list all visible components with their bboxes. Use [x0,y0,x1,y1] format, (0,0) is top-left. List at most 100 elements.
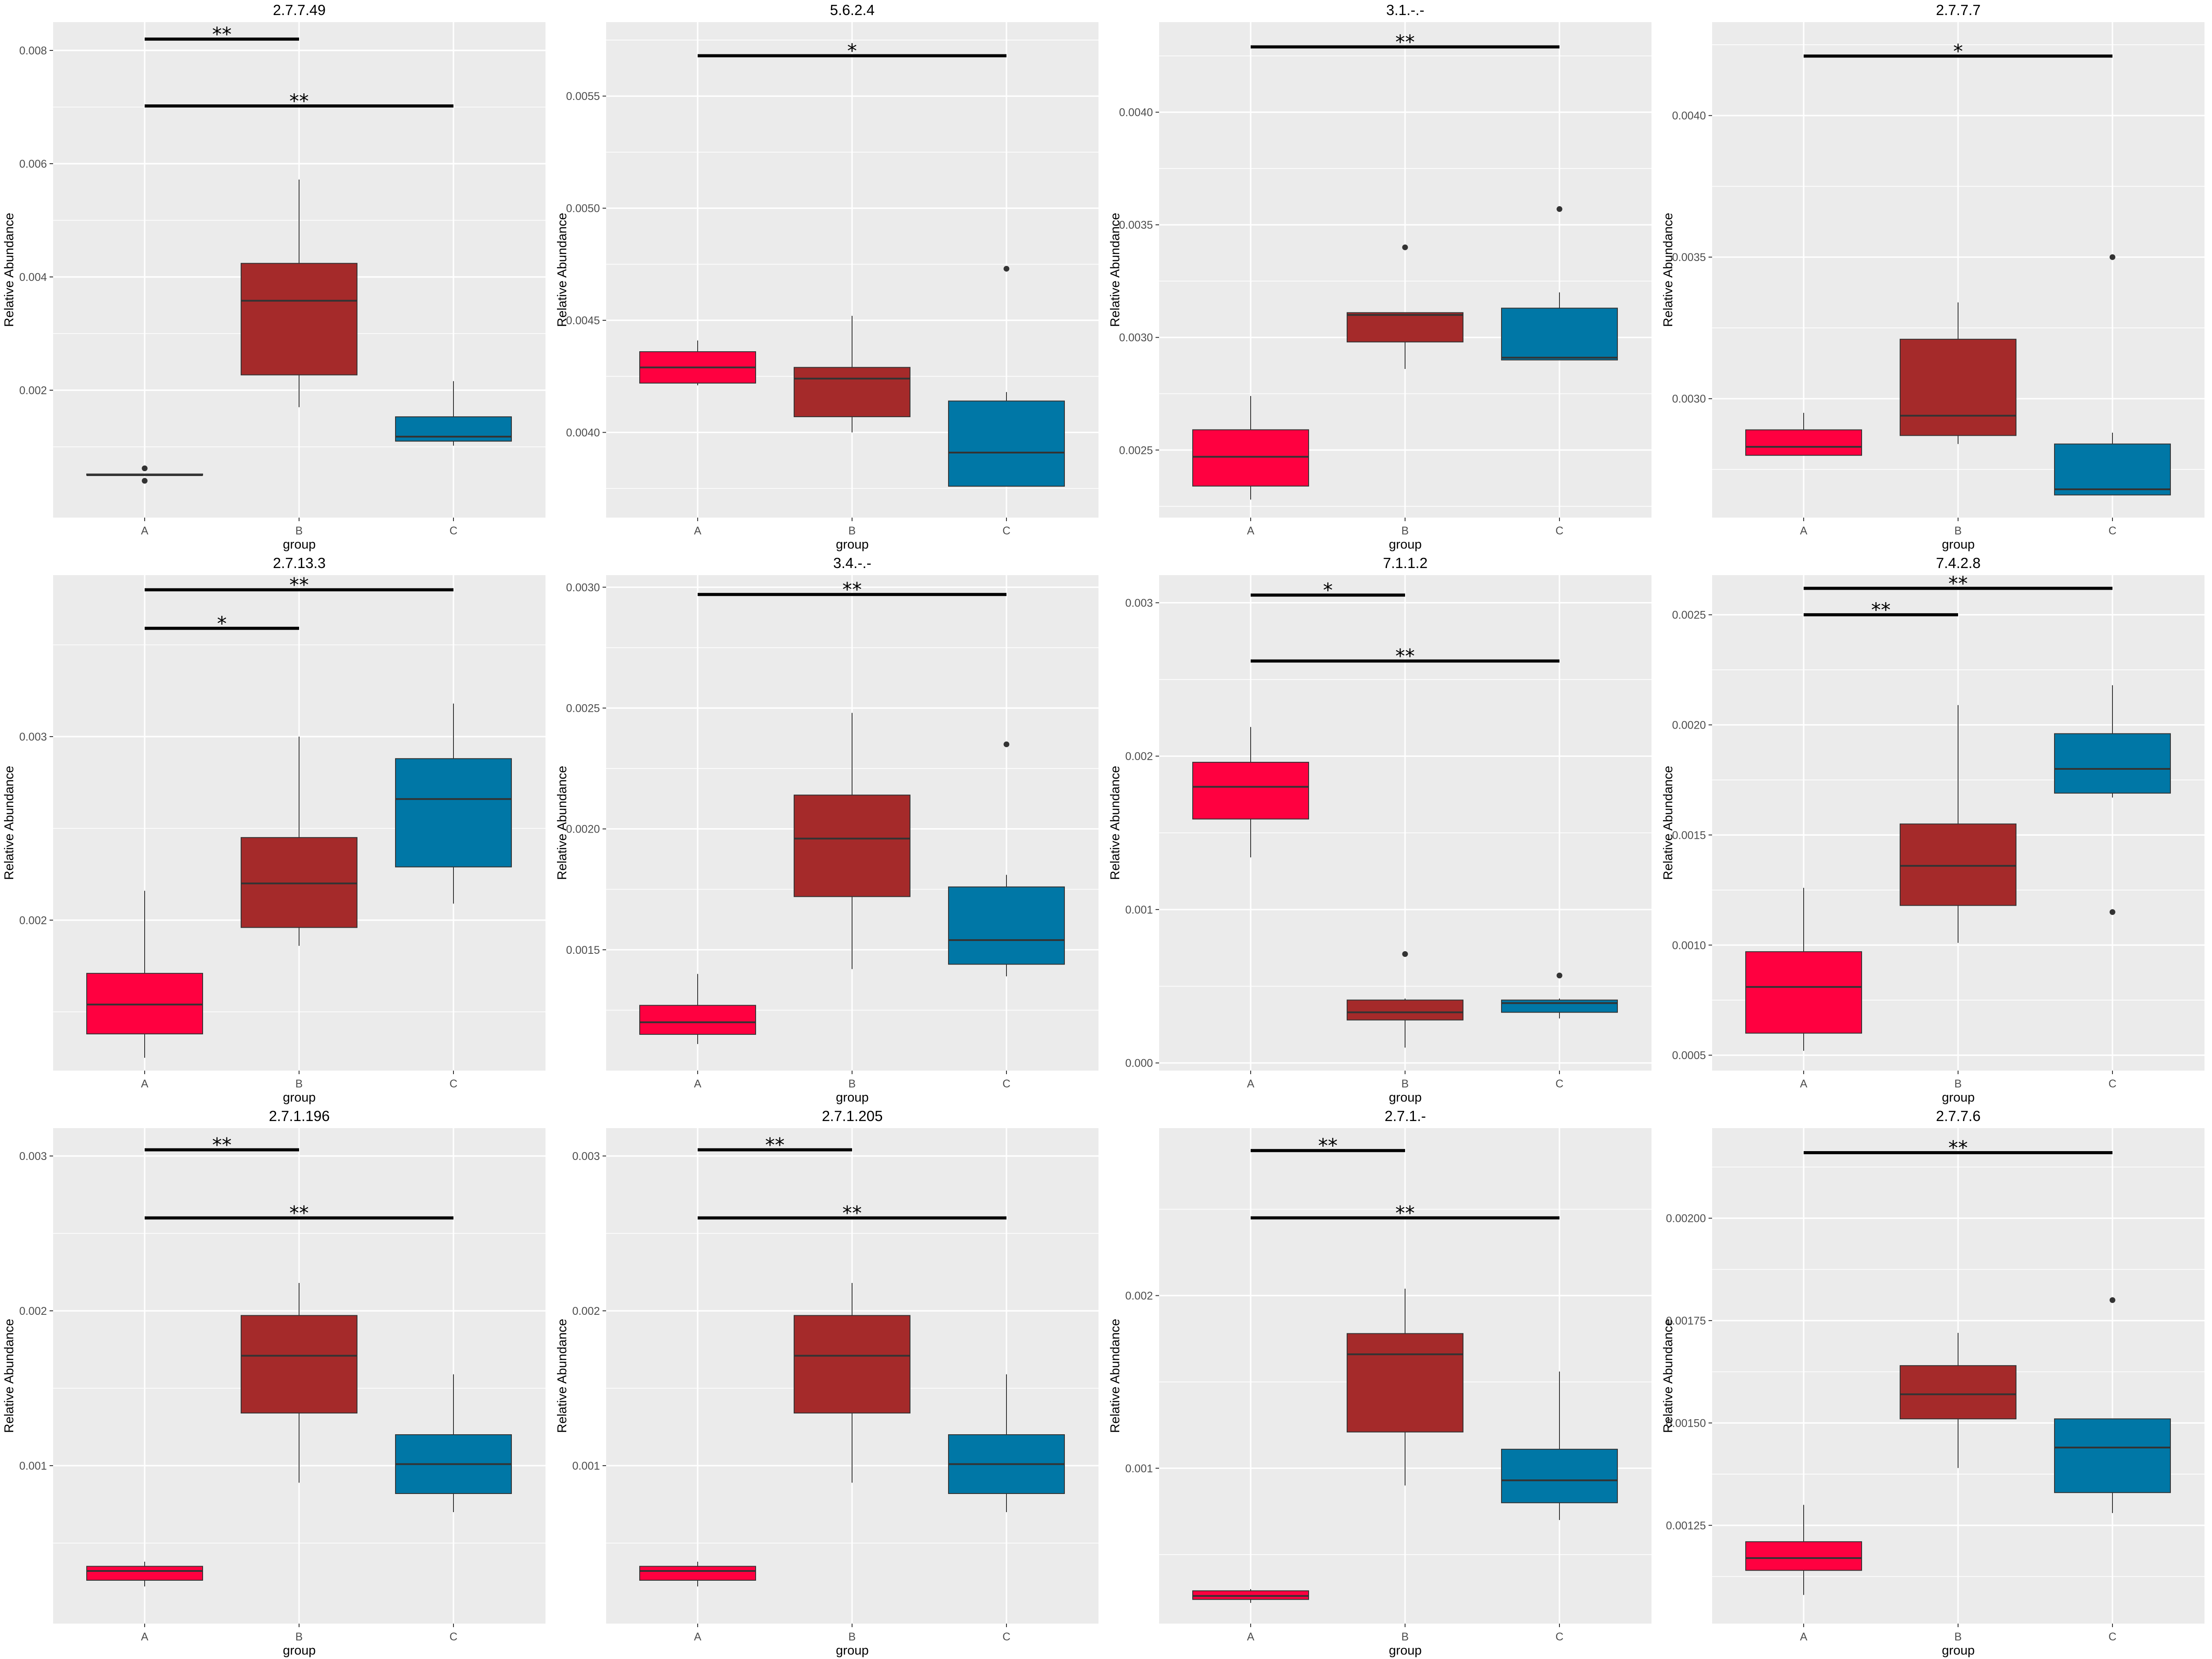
box-A [639,1566,756,1581]
y-tick-label: 0.000 [1125,1057,1153,1070]
outlier-point [1402,951,1408,957]
significance-label: ** [1948,572,1968,595]
box-B [1347,1333,1463,1432]
x-tick-label: B [849,525,856,537]
significance-label: ** [842,579,862,601]
y-tick-label: 0.003 [19,1150,47,1163]
y-axis-title: Relative Abundance [555,213,569,327]
x-axis-title: group [1389,538,1421,552]
x-tick-label: C [1002,525,1010,537]
x-axis-title: group [1942,1644,1974,1658]
y-axis-title: Relative Abundance [2,1319,16,1433]
significance-label: ** [1948,1137,1968,1160]
x-tick-label: A [1247,1078,1255,1090]
y-tick-label: 0.001 [572,1460,600,1472]
x-axis-title: group [283,538,315,552]
x-tick-label: A [694,1078,702,1090]
x-tick-label: B [1402,1631,1409,1643]
outlier-point [1402,244,1408,250]
x-tick-label: A [1247,1631,1255,1643]
y-tick-label: 0.0015 [1672,829,1706,841]
box-A [86,1566,203,1581]
box-B [241,1315,357,1413]
x-axis-title: group [836,1091,868,1105]
y-axis-title: Relative Abundance [1661,1319,1675,1433]
outlier-point [2109,254,2116,260]
x-axis-title: group [1942,1091,1974,1105]
y-tick-label: 0.0025 [566,702,600,714]
x-tick-label: B [1402,525,1409,537]
x-tick-label: C [1555,1631,1563,1643]
y-axis-title: Relative Abundance [555,1319,569,1433]
y-tick-label: 0.001 [1125,1463,1153,1475]
y-tick-label: 0.00150 [1666,1417,1706,1429]
x-axis-title: group [836,1644,868,1658]
y-tick-label: 0.002 [572,1305,600,1317]
y-tick-label: 0.006 [19,158,47,170]
box-B [794,795,910,897]
y-axis-title: Relative Abundance [1661,213,1675,327]
y-tick-label: 0.002 [19,1305,47,1317]
x-tick-label: C [449,1631,457,1643]
significance-label: ** [289,574,309,596]
box-B [241,263,357,376]
outlier-point [2109,909,2116,915]
y-axis-title: Relative Abundance [1108,1319,1122,1433]
outlier-point [142,478,148,484]
x-tick-label: C [449,525,457,537]
y-tick-label: 0.0040 [566,426,600,439]
y-tick-label: 0.0030 [566,581,600,594]
significance-label: * [1323,579,1333,602]
chart-title: 7.1.1.2 [1383,555,1428,571]
box-B [1347,999,1463,1021]
x-tick-label: C [1002,1631,1010,1643]
x-axis-title: group [1389,1091,1421,1105]
significance-label: ** [289,90,309,112]
x-tick-label: C [2108,1631,2116,1643]
box-B [794,1315,910,1413]
significance-label: * [1953,40,1963,63]
x-tick-label: A [141,1078,149,1090]
box-A [1192,762,1309,820]
y-tick-label: 0.004 [19,271,47,284]
y-tick-label: 0.0020 [1672,719,1706,731]
y-axis-title: Relative Abundance [2,213,16,327]
y-tick-label: 0.003 [1125,597,1153,609]
box-C [1501,999,1618,1013]
y-tick-label: 0.0025 [1672,609,1706,622]
chart-title: 2.7.13.3 [273,555,326,571]
y-tick-label: 0.0050 [566,203,600,215]
significance-label: ** [289,1202,309,1225]
box-C [948,400,1065,487]
box-A [86,973,203,1035]
significance-label: ** [842,1202,862,1225]
y-tick-label: 0.002 [1125,750,1153,763]
x-tick-label: B [296,1078,303,1090]
significance-label: ** [1871,599,1891,622]
box-C [1501,307,1618,361]
y-tick-label: 0.0045 [566,315,600,327]
outlier-point [1003,741,1010,747]
x-tick-label: B [296,525,303,537]
y-tick-label: 0.001 [19,1460,47,1472]
chart-title: 3.1.-.- [1386,2,1424,18]
y-tick-label: 0.00175 [1666,1315,1706,1327]
x-tick-label: A [694,525,702,537]
y-tick-label: 0.0005 [1672,1049,1706,1062]
x-tick-label: C [1555,1078,1563,1090]
x-tick-label: A [694,1631,702,1643]
y-axis-title: Relative Abundance [555,766,569,880]
x-tick-label: A [1247,525,1255,537]
box-C [395,758,512,868]
y-tick-label: 0.002 [19,914,47,927]
x-tick-label: B [1955,1078,1962,1090]
chart-title: 5.6.2.4 [830,2,875,18]
y-tick-label: 0.0025 [1119,444,1153,457]
box-B [1900,338,2016,436]
box-A [1745,951,1862,1034]
x-tick-label: B [296,1631,303,1643]
